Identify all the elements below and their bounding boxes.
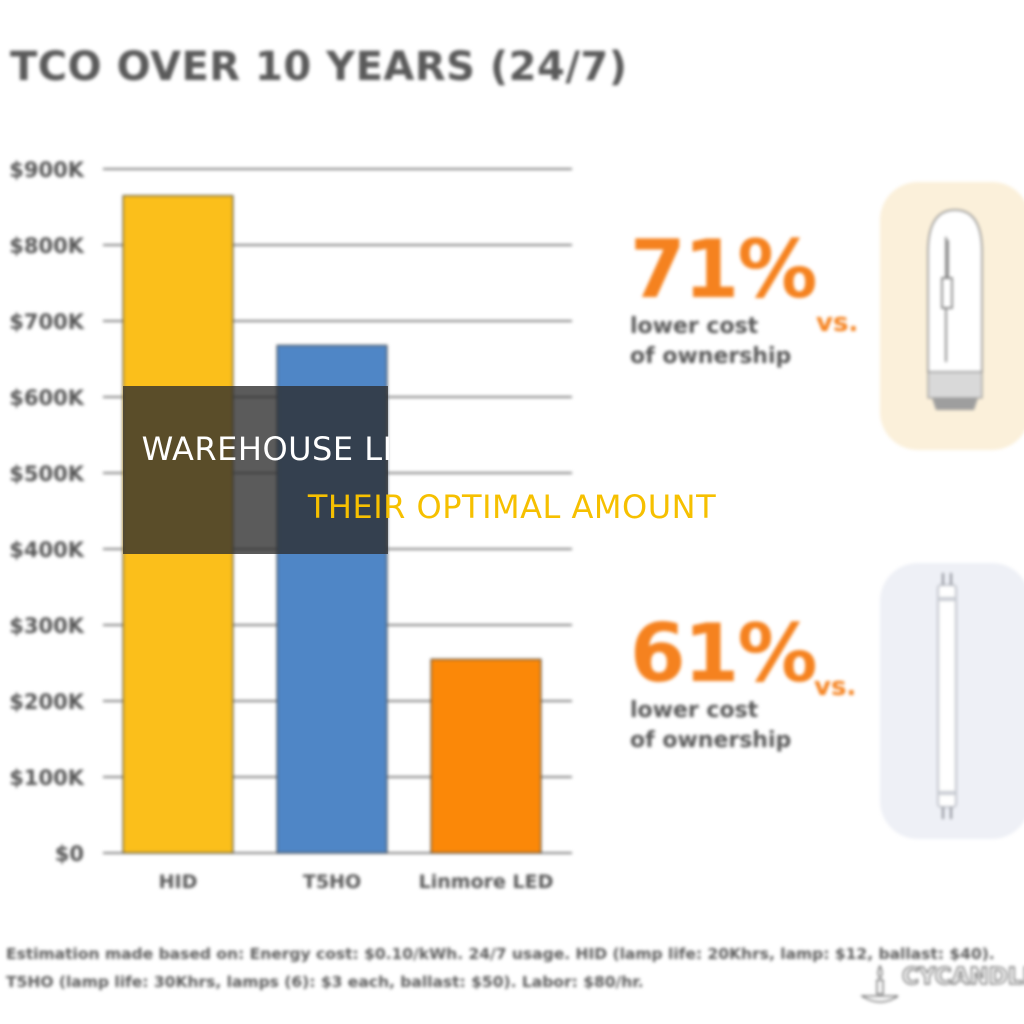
brand-tagline-2: scent the moment bbox=[952, 1002, 994, 1022]
y-tick-label: $600K bbox=[9, 386, 84, 410]
y-tick-label: $400K bbox=[9, 538, 84, 562]
percent-value: 61% bbox=[630, 607, 817, 700]
y-tick-label: $0 bbox=[55, 842, 84, 866]
brand-tagline-1: light the mood bbox=[904, 992, 971, 1002]
y-tick-label: $800K bbox=[9, 234, 84, 258]
brand-name: CYCANDLE bbox=[901, 964, 1024, 991]
y-tick-label: $100K bbox=[9, 766, 84, 790]
caption-line-1: lower cost bbox=[630, 698, 759, 723]
candle-logo-icon bbox=[860, 964, 900, 1003]
y-tick-label: $200K bbox=[9, 690, 84, 714]
headline-line-2: THEIR OPTIMAL AMOUNT bbox=[307, 488, 717, 526]
x-category-label: HID bbox=[159, 871, 198, 893]
y-tick-label: $500K bbox=[9, 462, 84, 486]
headline-line-1: WAREHOUSE LIGHTING: FOOT CANDLES AND bbox=[141, 430, 883, 468]
headline-backdrop bbox=[123, 386, 388, 554]
footnote: Estimation made based on: Energy cost: $… bbox=[6, 945, 995, 991]
vs-label: vs. bbox=[816, 308, 859, 338]
caption-line-2: of ownership bbox=[630, 728, 792, 753]
y-tick-label: $900K bbox=[9, 158, 84, 182]
comparison-hid: 71% lower cost of ownership bbox=[630, 223, 817, 372]
comparison-t5ho: 61% lower cost of ownership bbox=[630, 607, 817, 756]
y-tick-label: $700K bbox=[9, 310, 84, 334]
caption-line-1: lower cost bbox=[630, 314, 759, 339]
chart-title: TCO OVER 10 YEARS (24/7) bbox=[10, 44, 628, 90]
hid-bulb-icon bbox=[927, 209, 983, 410]
fluorescent-tube-icon bbox=[937, 573, 957, 819]
headline: WAREHOUSE LIGHTING: FOOT CANDLES AND THE… bbox=[0, 420, 1024, 536]
brand-logo: CYCANDLE light the mood scent the moment bbox=[858, 962, 1024, 1022]
vs-label: vs. bbox=[814, 672, 857, 702]
hid-bulb-card bbox=[880, 182, 1024, 450]
percent-value: 71% bbox=[630, 223, 817, 316]
caption-line-2: of ownership bbox=[630, 344, 792, 369]
y-tick-label: $300K bbox=[9, 614, 84, 638]
x-category-label: T5HO bbox=[303, 871, 361, 893]
fluorescent-tube-card bbox=[880, 563, 1024, 839]
x-category-label: Linmore LED bbox=[419, 871, 554, 893]
bar-linmore-led bbox=[430, 658, 542, 854]
